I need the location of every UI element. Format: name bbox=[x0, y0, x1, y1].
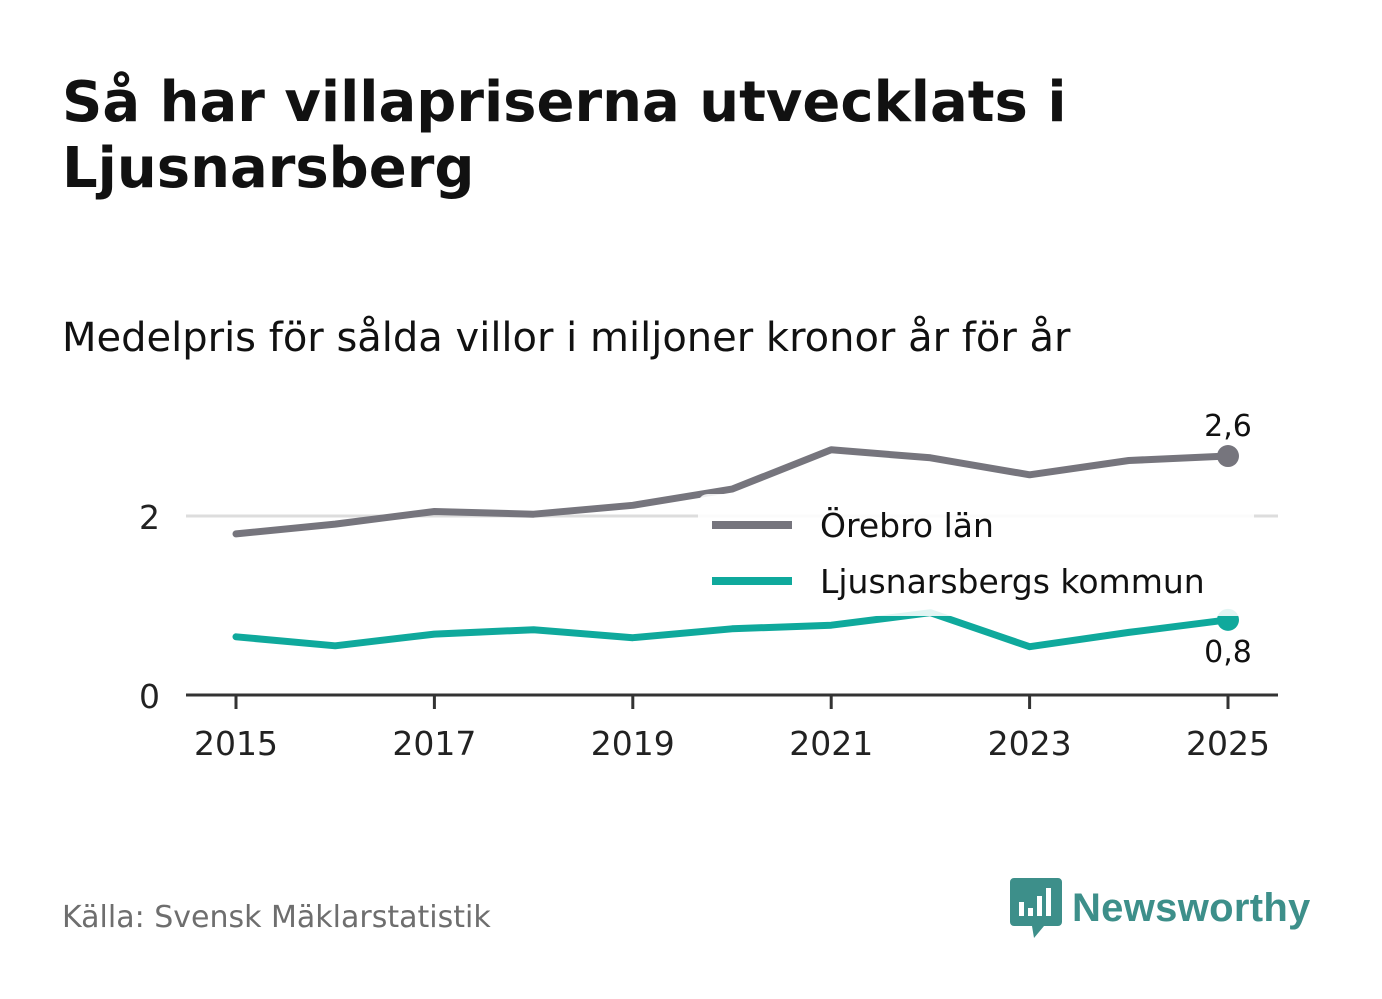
legend-label-1: Ljusnarsbergs kommun bbox=[820, 562, 1205, 601]
y-tick-label: 0 bbox=[139, 677, 160, 716]
end-label-0: 2,6 bbox=[1204, 409, 1252, 444]
brand-name: Newsworthy bbox=[1072, 886, 1311, 931]
series-line-1 bbox=[236, 613, 1228, 647]
x-tick-label: 2017 bbox=[392, 724, 476, 763]
line-chart: Örebro länLjusnarsbergs kommun 2,60,8 02… bbox=[0, 0, 1382, 999]
x-tick-label: 2015 bbox=[194, 724, 278, 763]
series-end-point-0 bbox=[1217, 445, 1239, 467]
x-tick-label: 2025 bbox=[1186, 724, 1270, 763]
legend: Örebro län Ljusnarsbergs kommun bbox=[698, 494, 1254, 616]
legend-label-0: Örebro län bbox=[820, 505, 994, 545]
brand-logo[interactable]: Newsworthy bbox=[1010, 878, 1311, 938]
y-tick-label: 2 bbox=[139, 498, 160, 537]
x-tick-label: 2019 bbox=[591, 724, 675, 763]
x-tick-label: 2021 bbox=[789, 724, 873, 763]
x-tick-label: 2023 bbox=[988, 724, 1072, 763]
source-note: Källa: Svensk Mäklarstatistik bbox=[62, 900, 491, 935]
newsworthy-logo-icon bbox=[1010, 878, 1062, 938]
end-label-1: 0,8 bbox=[1204, 635, 1252, 670]
